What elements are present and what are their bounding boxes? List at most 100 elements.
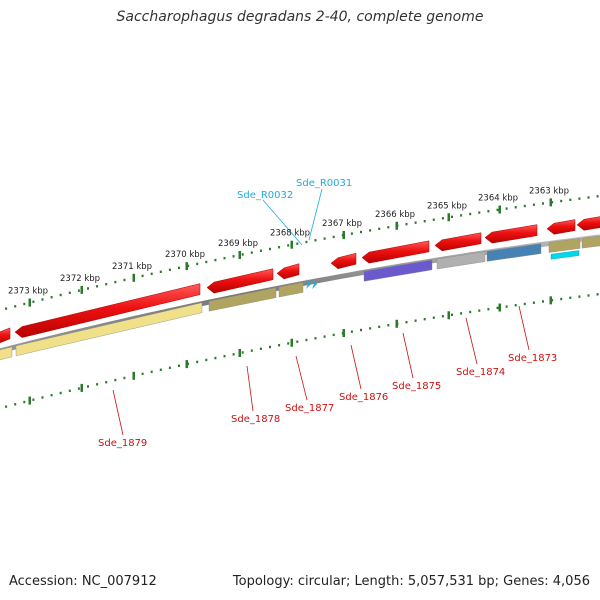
outer-minor-tick [314,239,317,242]
gene-arrow [0,327,11,344]
outer-minor-tick [50,296,53,299]
inner-minor-tick [96,383,99,386]
gene-arrow [276,263,300,280]
labels: 2373 kbp 2372 kbp 2371 kbp 2370 kbp 2369 kbp… [8,178,569,449]
inner-major-tick [498,303,501,312]
gene-arrow [330,252,357,269]
inner-minor-tick [14,403,17,406]
inner-minor-tick [123,376,126,380]
inner-minor-tick [487,308,490,311]
inner-minor-tick [469,310,472,314]
outer-minor-tick [441,217,444,220]
inner-minor-tick [478,309,481,312]
inner-minor-tick [360,328,362,332]
outer-major-tick [80,285,83,294]
cog-block [581,235,600,249]
outer-minor-tick [223,256,226,260]
outer-minor-tick [5,307,8,310]
cog-block [486,243,542,262]
ruler-tick-label: 2366 kbp [375,210,415,220]
outer-major-tick [132,273,135,282]
inner-minor-tick [32,398,35,401]
outer-minor-tick [478,211,481,214]
label-lines [112,188,530,436]
gene-label: Sde_1874 [456,367,505,378]
gene-label-line [350,344,362,390]
outer-minor-tick [68,291,71,295]
inner-major-tick [238,348,241,357]
outer-minor-tick [414,221,417,224]
outer-minor-tick [77,289,80,292]
inner-minor-tick [387,324,390,327]
inner-minor-tick [523,302,526,306]
trna-marker [312,279,317,289]
inner-minor-tick [77,387,80,390]
outer-minor-tick [178,266,180,270]
outer-minor-tick [432,218,435,221]
inner-minor-tick [5,405,8,408]
inner-minor-tick [314,337,317,340]
outer-minor-tick [596,195,599,198]
inner-minor-tick [378,325,381,329]
inner-minor-tick [496,306,499,310]
cog-block [548,238,581,253]
ruler-tick-label: 2371 kbp [112,262,152,272]
outer-minor-tick [14,305,17,308]
inner-minor-tick [114,378,117,382]
rna-label-line [308,188,323,241]
gene-arrow [546,219,576,235]
inner-major-tick [290,338,293,347]
inner-minor-tick [578,295,581,298]
outer-minor-tick [269,247,271,251]
outer-minor-tick [587,196,590,199]
rna-label: Sde_R0032 [237,190,293,201]
inner-minor-tick [105,380,108,384]
gene-arrow [576,216,600,231]
inner-minor-tick [369,327,372,330]
inner-minor-tick [532,301,535,304]
cog-block [208,287,277,312]
inner-major-tick [132,371,135,380]
inner-minor-tick [178,364,180,368]
outer-minor-tick [514,206,517,209]
inner-minor-tick [41,396,44,399]
cog-block [0,346,13,361]
inner-minor-tick [451,313,453,317]
gene-label: Sde_1879 [98,438,147,449]
ruler-tick-label: 2370 kbp [165,250,205,260]
outer-minor-tick [323,237,326,240]
outer-minor-tick [332,235,335,239]
gene-arrow [484,224,538,244]
inner-minor-tick [87,385,89,388]
inner-minor-tick [159,368,162,372]
outer-minor-tick [196,262,199,266]
outer-minor-tick [250,251,253,254]
outer-minor-tick [469,212,472,216]
outer-major-tick [28,298,31,307]
outer-minor-tick [259,249,262,252]
genome-summary-text: Topology: circular; Length: 5,057,531 bp… [232,574,590,589]
inner-major-tick [342,329,345,338]
inner-minor-tick [432,316,435,319]
inner-minor-tick [350,330,353,333]
outer-minor-tick [532,203,535,206]
outer-minor-tick [505,207,508,210]
inner-minor-tick [441,315,444,318]
outer-major-tick [238,250,241,259]
gene-label-line [402,332,414,379]
inner-minor-tick [150,370,153,374]
outer-minor-tick [542,202,544,205]
cog-block-cyan [550,250,580,260]
inner-minor-tick [460,312,463,315]
gene-label-line [465,317,478,365]
gene-arrow [361,240,430,264]
inner-minor-tick [232,353,235,356]
outer-minor-tick [460,214,463,217]
outer-minor-tick [232,255,235,258]
outer-minor-tick [287,244,290,247]
outer-minor-tick [551,201,554,204]
rna-label-line [262,199,303,246]
inner-minor-tick [505,305,508,308]
inner-major-tick [28,396,31,405]
